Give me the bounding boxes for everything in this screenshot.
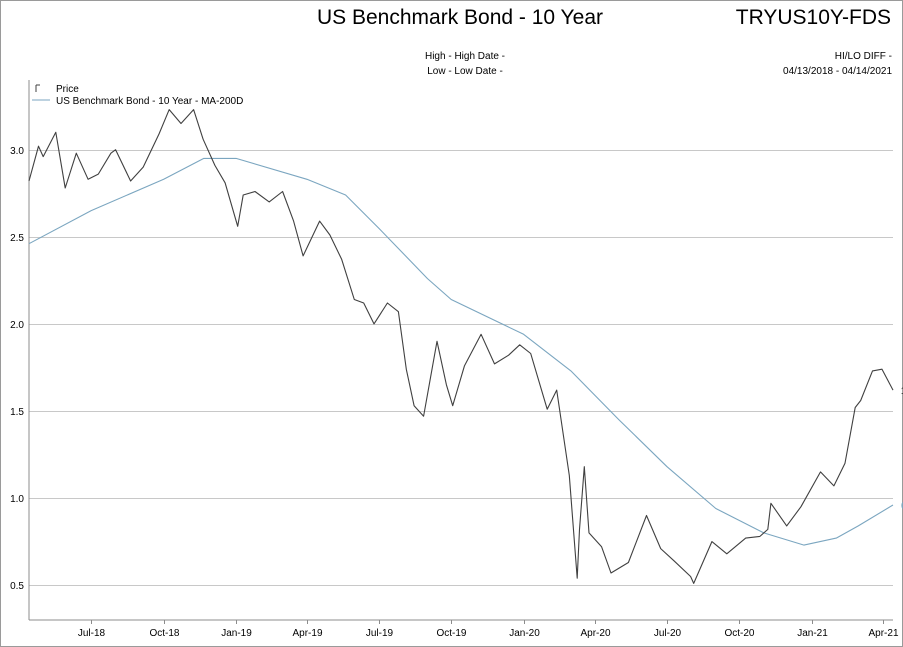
y-tick-label: 3.0 bbox=[10, 146, 24, 157]
legend-ma-label: US Benchmark Bond - 10 Year - MA-200D bbox=[56, 96, 243, 107]
x-tick-label: Oct-18 bbox=[149, 628, 179, 639]
x-tick-label: Jan-21 bbox=[797, 628, 828, 639]
x-tick-label: Oct-20 bbox=[724, 628, 754, 639]
legend-price-label: Price bbox=[56, 84, 79, 95]
y-tick-label: 1.0 bbox=[10, 494, 24, 505]
ma-200d-line bbox=[28, 157, 894, 546]
x-tick-label: Jul-18 bbox=[78, 628, 106, 639]
hilo-diff: HI/LO DIFF - bbox=[834, 51, 892, 62]
grid bbox=[29, 150, 893, 586]
x-tick-label: Jan-20 bbox=[509, 628, 540, 639]
price-last-value: 1.62 bbox=[901, 386, 903, 397]
x-tick-label: Jan-19 bbox=[221, 628, 252, 639]
y-tick-label: 2.0 bbox=[10, 320, 24, 331]
date-range: 04/13/2018 - 04/14/2021 bbox=[783, 66, 892, 77]
ticker-symbol: TRYUS10Y-FDS bbox=[735, 6, 891, 29]
x-tick-label: Apr-19 bbox=[292, 628, 322, 639]
x-tick-label: Apr-21 bbox=[868, 628, 898, 639]
x-tick-label: Jul-20 bbox=[654, 628, 682, 639]
x-tick-label: Jul-19 bbox=[366, 628, 394, 639]
y-tick-label: 1.5 bbox=[10, 407, 24, 418]
chart-title: US Benchmark Bond - 10 Year bbox=[316, 6, 603, 29]
y-tick-label: 2.5 bbox=[10, 233, 24, 244]
x-tick-label: Oct-19 bbox=[436, 628, 466, 639]
value-labels: 0.96 1.62 bbox=[901, 386, 903, 512]
series bbox=[28, 109, 894, 584]
low-info: Low - Low Date - bbox=[427, 66, 503, 77]
y-tick-label: 0.5 bbox=[10, 581, 24, 592]
x-tick-label: Apr-20 bbox=[580, 628, 610, 639]
high-info: High - High Date - bbox=[424, 51, 506, 62]
axes: 0.5 1.0 1.5 2.0 2.5 3.0 Jul-18 Oct-18 Jan-19 Apr-… bbox=[10, 80, 899, 639]
price-line bbox=[28, 109, 894, 584]
ma-last-value: 0.96 bbox=[901, 501, 903, 512]
